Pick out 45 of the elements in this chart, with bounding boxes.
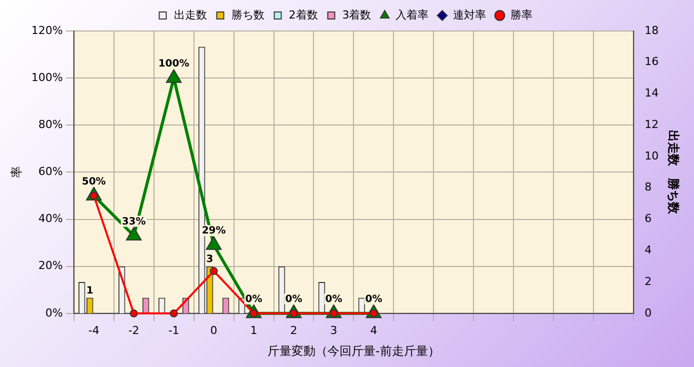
data-label: 3 (206, 254, 214, 265)
legend-label: 連対率 (453, 8, 486, 22)
legend-label: 入着率 (396, 8, 429, 22)
data-label: 0% (245, 294, 262, 305)
y2-tick-label: 18 (644, 24, 659, 37)
y2-tick-label: 8 (644, 180, 652, 194)
y-tick-label: 80% (38, 118, 63, 131)
data-label: 0% (325, 294, 342, 305)
y-tick-label: 60% (38, 165, 63, 178)
y-tick-label: 40% (38, 212, 63, 226)
legend-label: 勝率 (510, 8, 533, 22)
x-tick-label: -4 (88, 324, 100, 337)
y-tick-label: 20% (38, 259, 63, 272)
data-label: 100% (158, 58, 190, 70)
data-label: 33% (122, 216, 146, 228)
x-tick-label: -1 (168, 324, 180, 337)
legend-label: 出走数 (174, 8, 207, 22)
y2-tick-label: 0 (644, 306, 652, 320)
data-label: 0% (285, 294, 302, 305)
data-label: 1 (86, 285, 94, 296)
y2-axis-title: 出走数 勝ち数 (666, 130, 681, 216)
y-tick-label: 0% (45, 306, 63, 320)
x-tick-label: 3 (330, 324, 338, 337)
y2-tick-label: 16 (644, 55, 659, 68)
legend-label: 3着数 (342, 8, 372, 22)
x-tick-label: 0 (210, 324, 218, 337)
legend-label: 2着数 (288, 8, 318, 22)
y2-tick-label: 10 (644, 149, 659, 162)
y-axis-title: 率 (9, 166, 24, 178)
legend-label: 勝ち数 (231, 8, 264, 22)
data-label: 50% (82, 176, 106, 188)
y2-tick-label: 6 (644, 212, 652, 226)
x-tick-label: -2 (128, 324, 140, 337)
data-label: 0% (365, 294, 382, 305)
y2-tick-label: 14 (644, 86, 659, 100)
y2-tick-label: 4 (644, 244, 652, 257)
x-tick-label: 1 (250, 324, 258, 337)
y-tick-label: 100% (31, 70, 63, 84)
x-tick-label: 2 (290, 324, 298, 337)
x-axis-title: 斤量変動（今回斤量-前走斤量） (268, 344, 440, 358)
x-tick-label: 4 (370, 324, 378, 337)
y2-tick-label: 2 (644, 274, 652, 288)
y2-tick-label: 12 (644, 118, 659, 131)
data-label: 29% (202, 226, 226, 237)
y-tick-label: 120% (31, 24, 63, 37)
